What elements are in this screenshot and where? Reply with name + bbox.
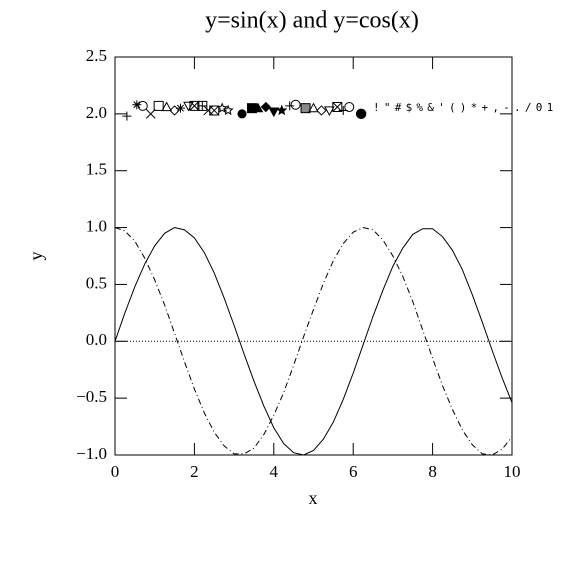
marker — [183, 101, 194, 112]
y-tick-label: −1.0 — [76, 444, 107, 463]
marker — [132, 100, 142, 110]
marker — [169, 105, 180, 116]
x-tick-label: 8 — [428, 462, 437, 481]
y-tick-label: 2.0 — [86, 103, 107, 122]
x-tick-label: 6 — [349, 462, 358, 481]
marker — [122, 111, 132, 121]
marker — [176, 103, 186, 113]
y-axis-label: y — [26, 252, 46, 261]
marker — [252, 102, 264, 113]
marker — [285, 101, 295, 111]
y-tick-label: 1.0 — [86, 216, 107, 235]
marker — [308, 102, 319, 113]
y-tick-label: 1.5 — [86, 160, 107, 179]
y-tick-label: 0.0 — [86, 330, 107, 349]
marker — [290, 99, 301, 110]
marker — [209, 105, 220, 116]
marker — [222, 104, 234, 116]
y-tick-label: 2.5 — [86, 46, 107, 65]
series-line — [114, 227, 513, 456]
y-tick-label: 0.5 — [86, 273, 107, 292]
chart-title: y=sin(x) and y=cos(x) — [205, 8, 419, 34]
marker — [276, 104, 288, 116]
series-line — [114, 227, 513, 456]
marker — [300, 103, 311, 114]
marker — [324, 106, 335, 116]
marker — [344, 102, 355, 113]
x-tick-label: 0 — [111, 462, 120, 481]
marker — [137, 100, 148, 111]
marker — [316, 105, 327, 116]
x-axis-label: x — [309, 488, 318, 508]
annotation: ! " # $ % & ' ( ) * + , - . / 0 1 — [373, 101, 553, 114]
marker — [260, 101, 272, 113]
x-tick-label: 2 — [190, 462, 199, 481]
y-tick-label: −0.5 — [76, 387, 107, 406]
x-tick-label: 10 — [504, 462, 521, 481]
marker — [268, 107, 280, 118]
marker — [216, 102, 228, 113]
plot-frame — [114, 56, 513, 456]
x-tick-label: 4 — [270, 462, 279, 481]
marker — [237, 109, 247, 119]
marker — [153, 100, 164, 111]
marker — [161, 101, 172, 112]
marker — [355, 108, 367, 120]
marker — [197, 100, 208, 111]
